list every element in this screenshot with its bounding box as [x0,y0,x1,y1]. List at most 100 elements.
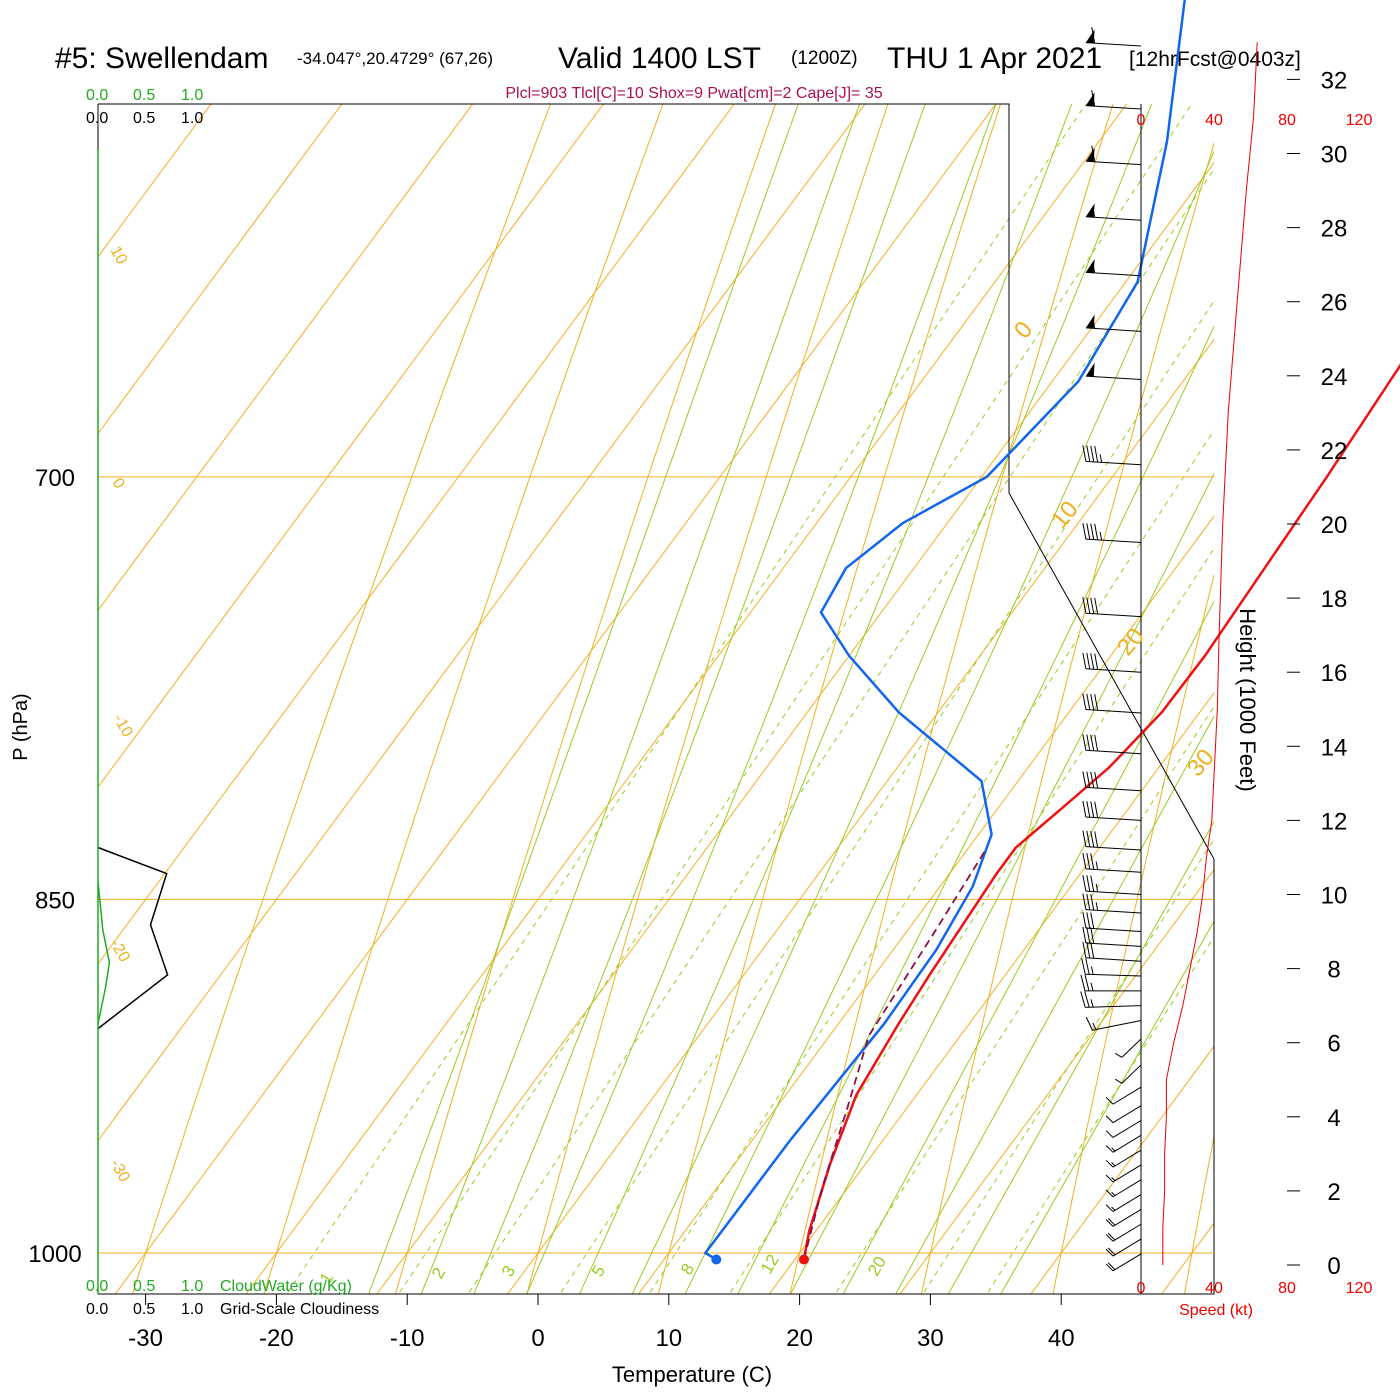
wind-barb [1105,1253,1142,1272]
wind-barb [1085,145,1142,166]
barb-flag [1090,853,1095,870]
wind-barb [1082,941,1142,962]
mixing-ratio-label: 2 [428,1264,449,1282]
moist-adiabat [947,820,1214,1294]
wind-barb [1105,1134,1142,1153]
isotherm-line [98,104,735,965]
x-axis-label: Temperature (C) [612,1362,772,1387]
height-tick-label: 14 [1321,734,1348,761]
barb-flag [1105,1096,1114,1105]
cloudwater-tick: 0.5 [133,87,155,104]
barb-flag [1094,597,1099,615]
barb-staff [1085,538,1142,544]
barb-half-flag [1095,861,1099,870]
wind-barb [1082,852,1142,873]
cloudiness-tick: 0.5 [133,110,155,127]
barb-staff [1085,749,1142,755]
height-tick-label: 20 [1321,512,1348,539]
isotherm-label: -20 [107,937,133,966]
barb-flag [1080,974,1086,991]
pressure-tick-label: 1000 [28,1241,81,1268]
speed-tick: 80 [1278,112,1296,129]
barb-staff [1085,105,1142,110]
plot-frame [97,103,1215,1295]
wind-speed-profile [1162,42,1258,1265]
barb-half-flag [1111,1191,1116,1196]
isotherm-line [1161,1222,1214,1294]
barb-staff [1112,1208,1142,1227]
utc-time: (1200Z) [791,48,858,69]
moist-adiabat [631,104,1153,1294]
barb-flag [1107,1247,1116,1256]
barb-flag [1086,597,1091,614]
barb-staff [1112,1179,1142,1198]
barb-half-flag [1111,1206,1116,1211]
dry-adiabat [1183,1134,1214,1294]
barb-staff [1085,927,1142,933]
speed-tick: 120 [1346,1280,1373,1297]
moist-adiabat [578,104,1073,1294]
speed-tick: 40 [1205,112,1223,129]
isotherm-label: 0 [1009,316,1038,344]
barb-flag [1105,1248,1114,1257]
dry-adiabat [1052,573,1214,1294]
wind-barb [1080,991,1142,1008]
wind-barb [1085,1016,1142,1031]
barb-flag [1090,942,1095,959]
barb-flag [1086,523,1091,540]
cloud-panel [97,150,169,1294]
isotherm-label: -30 [107,1157,133,1186]
sounding-traces [703,0,1400,1265]
barb-flag [1094,831,1099,848]
moist-adiabat [420,104,861,1294]
cloudiness-tick: 1.0 [181,1301,203,1318]
wind-barb [1082,693,1142,714]
height-tick-label: 28 [1321,216,1348,243]
mixing-ratio-line [398,104,1193,1294]
isotherm-label: 20 [1112,623,1150,661]
wind-barb [1105,1086,1142,1105]
wind-barb [1105,1223,1142,1242]
barb-staff [1085,868,1142,873]
barb-staff [1112,1120,1142,1138]
barb-staff [1112,1105,1142,1124]
wind-barb [1085,362,1142,381]
barb-flag [1107,1218,1116,1226]
dry-adiabat [920,141,1214,1294]
isotherm-line [637,515,1214,1294]
x-tick-label: -10 [390,1325,425,1352]
speed-tick: 0 [1137,1280,1146,1297]
moist-adiabat [789,472,1214,1294]
barb-flag [1086,771,1091,788]
barb-flag [1085,958,1090,975]
barb-staff [1085,973,1142,977]
speed-tick: 120 [1346,112,1373,129]
height-tick-label: 2 [1327,1179,1340,1206]
barb-flag [1114,1078,1123,1084]
barb-flag [1114,1052,1123,1058]
barb-flag [1082,926,1087,944]
barb-half-flag [1092,1022,1097,1030]
wind-barb [1082,597,1142,618]
wind-barb [1082,800,1142,821]
dry-adiabat [526,104,889,1294]
barb-half-flag [1092,320,1096,329]
barb-flag [1091,145,1096,162]
parcel-trace [803,847,988,1260]
wind-barb [1082,523,1142,544]
mixing-ratio-label: 3 [498,1262,519,1280]
valid-time: Valid 1400 LST [558,42,761,75]
barb-flag [1105,1145,1114,1153]
barb-flag [1090,693,1095,711]
barb-flag [1086,912,1091,929]
dry-adiabat [131,104,552,1294]
barb-flag [1090,523,1095,540]
cloudwater-tick: 0.5 [133,1278,155,1295]
barb-staff [1085,327,1142,332]
height-tick-label: 8 [1327,957,1340,984]
wind-barb [1105,1164,1142,1183]
barb-flag [1082,912,1087,929]
isotherm-line [98,104,343,435]
mixing-ratio-label: 8 [677,1260,698,1278]
barb-half-flag [1099,454,1103,463]
